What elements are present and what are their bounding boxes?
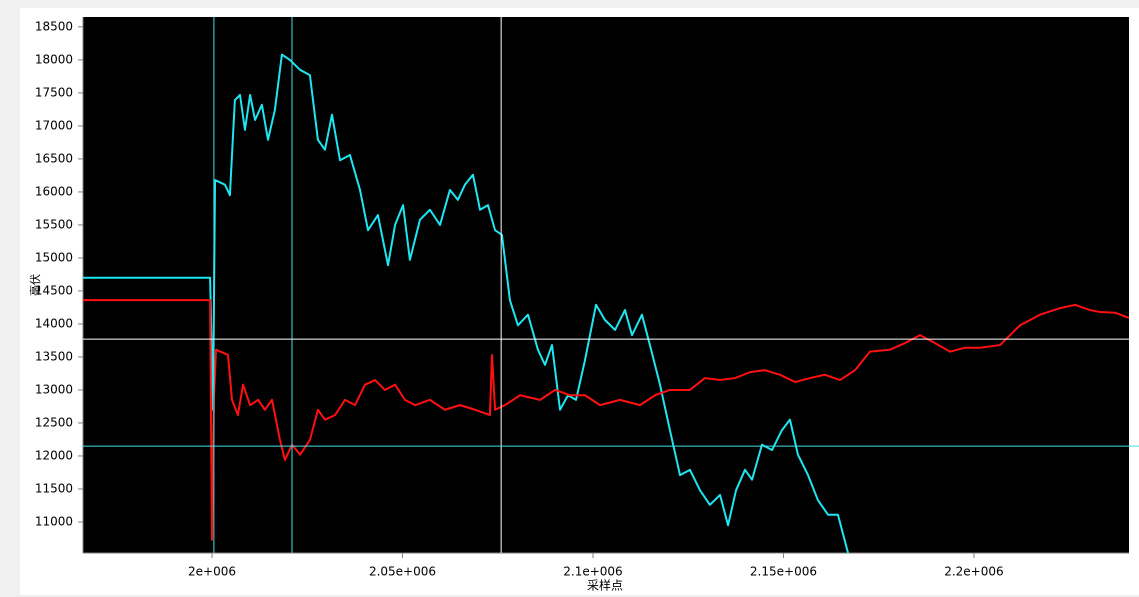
x-tick-label: 2.2e+006	[944, 565, 1003, 579]
plot-area	[83, 17, 1129, 553]
y-tick-label: 12000	[35, 448, 73, 462]
x-tick-label: 2.15e+006	[750, 565, 817, 579]
y-tick-label: 11000	[35, 514, 73, 528]
y-tick-label: 15000	[35, 250, 73, 264]
y-tick-label: 14000	[35, 316, 73, 330]
plot-content	[83, 17, 1129, 553]
y-tick-label: 18000	[35, 52, 73, 66]
x-tick-label: 2.05e+006	[369, 565, 436, 579]
x-tick-label: 2e+006	[188, 565, 236, 579]
y-tick-label: 16000	[35, 184, 73, 198]
x-tick-label: 2.1e+006	[563, 565, 622, 579]
y-tick-label: 15500	[35, 217, 73, 231]
y-tick-label: 16500	[35, 151, 73, 165]
series-line	[83, 53, 849, 553]
y-tick-label: 17500	[35, 85, 73, 99]
y-tick-label: 12500	[35, 415, 73, 429]
y-tick-label: 14500	[35, 283, 73, 297]
y-axis-label: 毫伏	[28, 274, 42, 296]
y-tick-label: 18500	[35, 19, 73, 33]
y-tick-label: 17000	[35, 118, 73, 132]
series-line	[83, 299, 1129, 541]
y-tick-label: 13000	[35, 382, 73, 396]
x-axis-label: 采样点	[587, 578, 623, 593]
y-tick-label: 13500	[35, 349, 73, 363]
y-tick-label: 11500	[35, 481, 73, 495]
